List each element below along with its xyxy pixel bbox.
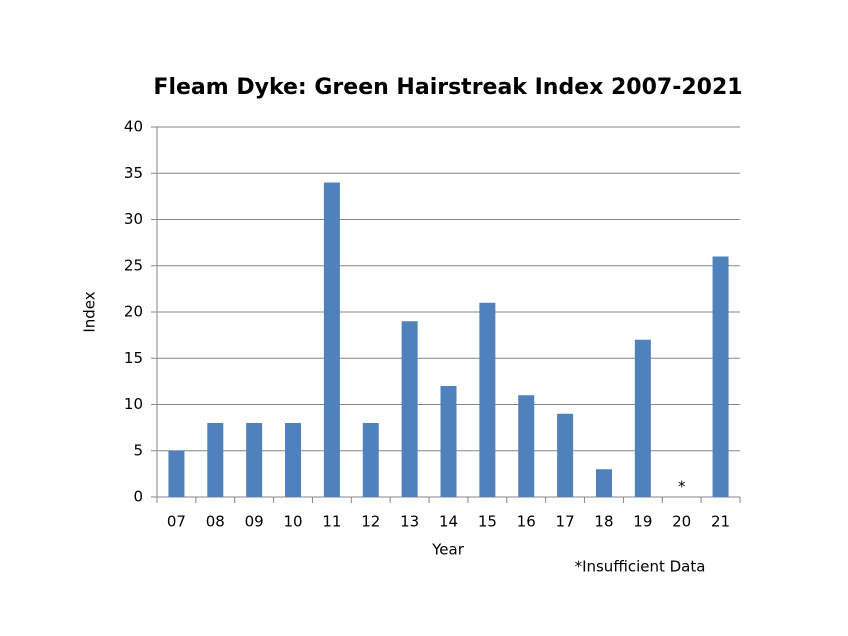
x-tick-label: 21 <box>711 513 730 531</box>
x-axis-label: Year <box>431 541 465 559</box>
bar <box>285 423 302 497</box>
y-tick-label: 0 <box>133 488 143 506</box>
bar <box>595 469 612 497</box>
x-tick-label: 12 <box>361 513 380 531</box>
x-tick-label: 08 <box>206 513 225 531</box>
y-tick-label: 35 <box>124 164 143 182</box>
x-tick-label: 15 <box>478 513 497 531</box>
x-tick-label: 10 <box>283 513 302 531</box>
x-tick-label: 18 <box>594 513 613 531</box>
y-tick-label: 5 <box>133 441 143 459</box>
bar <box>557 413 574 497</box>
bar <box>246 423 263 497</box>
footnote: *Insufficient Data <box>575 558 706 576</box>
bar <box>712 256 729 497</box>
bar <box>168 450 185 497</box>
x-tick-label: 07 <box>167 513 186 531</box>
bar <box>401 321 418 497</box>
x-tick-label: 16 <box>517 513 536 531</box>
y-tick-label: 15 <box>124 349 143 367</box>
x-tick-label: 17 <box>556 513 575 531</box>
chart-title: Fleam Dyke: Green Hairstreak Index 2007-… <box>153 75 742 100</box>
x-tick-label: 20 <box>672 513 691 531</box>
bar <box>634 339 651 497</box>
x-tick-label: 14 <box>439 513 458 531</box>
bar <box>479 302 496 497</box>
x-tick-label: 11 <box>322 513 341 531</box>
y-tick-label: 10 <box>124 395 143 413</box>
bar <box>440 386 457 497</box>
y-tick-label: 20 <box>124 303 143 321</box>
bar <box>207 423 224 497</box>
bar <box>323 182 340 497</box>
y-tick-label: 40 <box>124 118 143 136</box>
y-tick-label: 30 <box>124 210 143 228</box>
x-tick-label: 19 <box>633 513 652 531</box>
x-tick-label: 09 <box>245 513 264 531</box>
y-tick-label: 25 <box>124 256 143 274</box>
bar <box>362 423 379 497</box>
bar <box>518 395 535 497</box>
x-tick-label: 13 <box>400 513 419 531</box>
annotation: * <box>678 478 686 496</box>
y-axis-label: Index <box>81 291 99 332</box>
